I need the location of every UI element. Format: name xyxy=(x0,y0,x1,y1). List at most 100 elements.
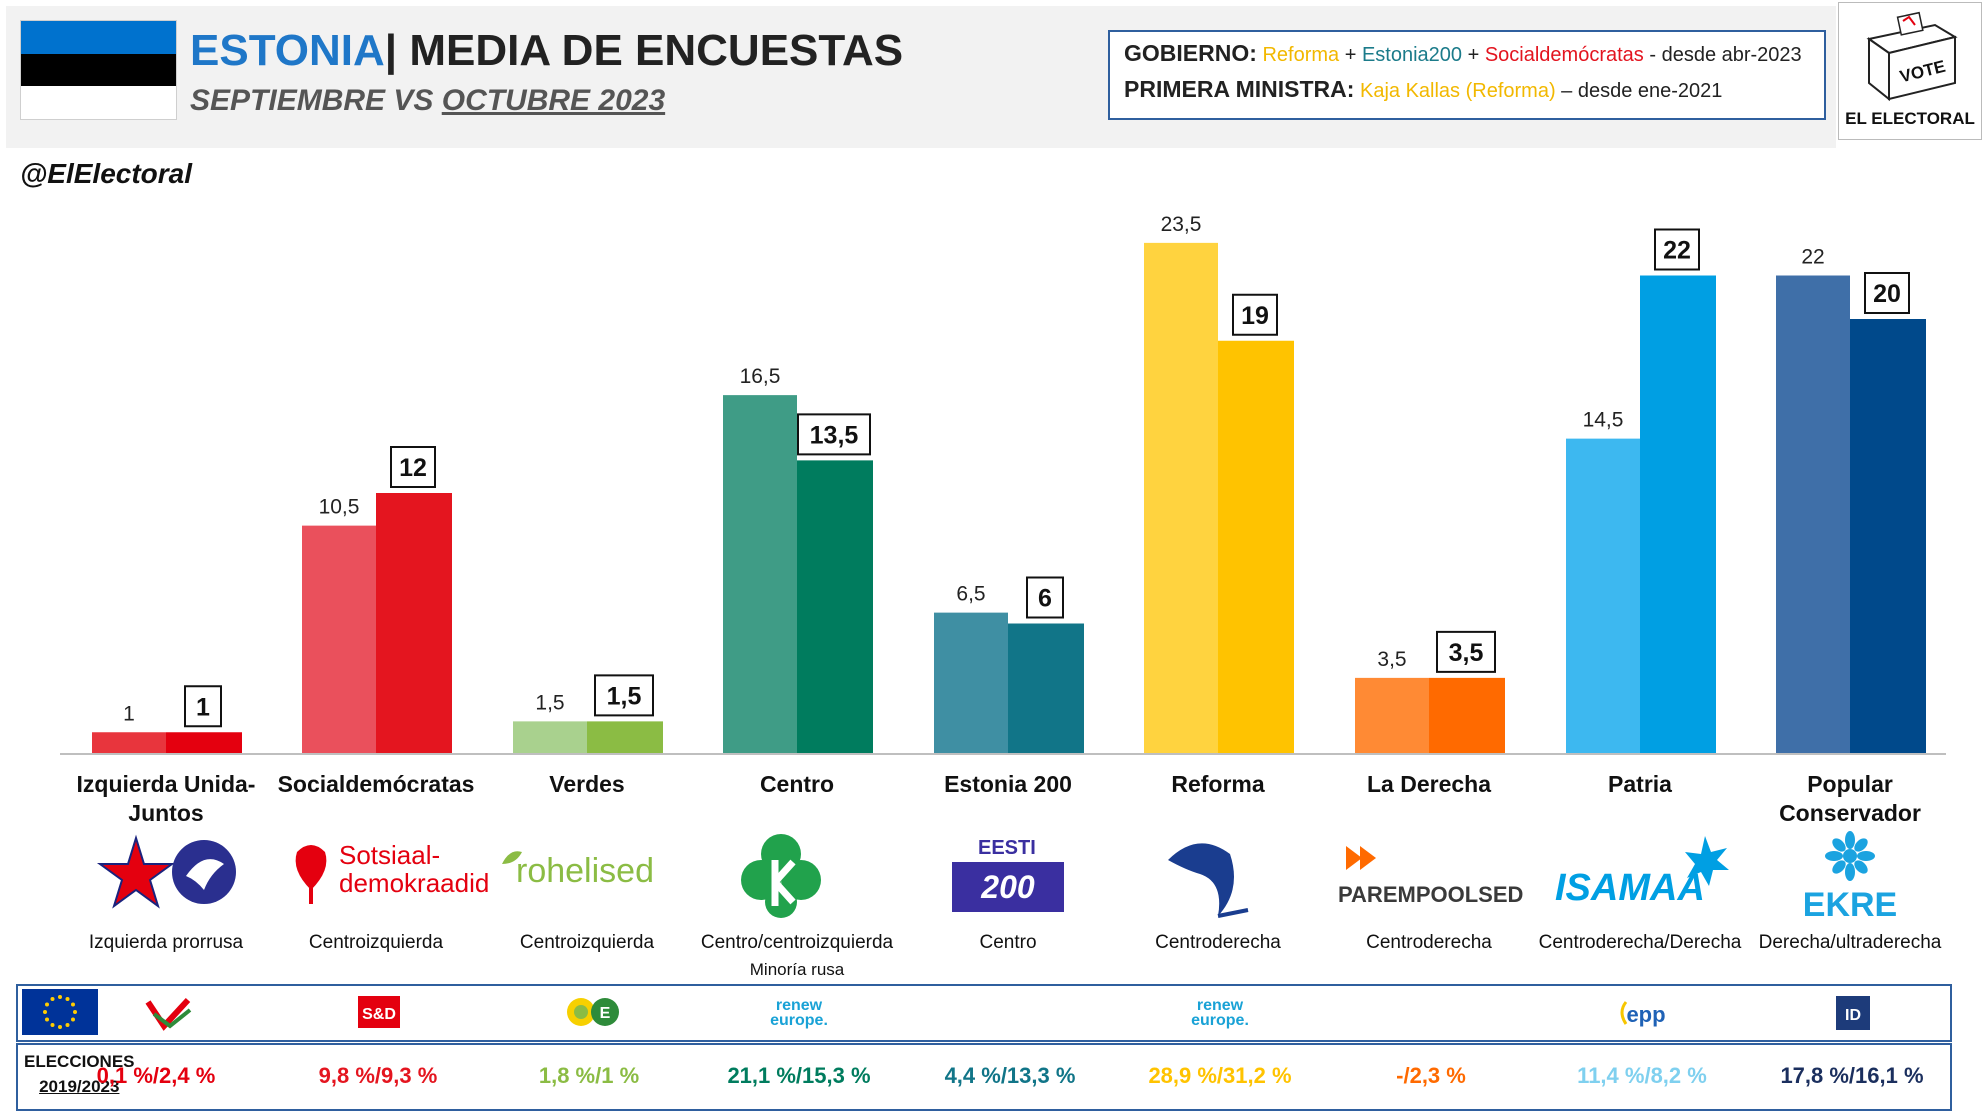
election-result: -/2,3 % xyxy=(1396,1063,1466,1088)
page-title: ESTONIA| MEDIA DE ENCUESTAS xyxy=(190,26,903,76)
euro-text: epp xyxy=(1626,1002,1665,1027)
bar-prev xyxy=(1776,275,1850,754)
data-label-prev: 23,5 xyxy=(1161,213,1202,236)
renew-europe-icon: renew europe. xyxy=(1160,992,1280,1032)
pm-label: PRIMERA MINISTRA: xyxy=(1124,76,1355,102)
bar-curr xyxy=(1008,623,1084,754)
eesti200-icon: EESTI 200 xyxy=(913,830,1103,920)
bar-curr xyxy=(376,493,452,754)
gov-since: - desde abr-2023 xyxy=(1643,44,1802,66)
data-label-prev: 10,5 xyxy=(319,496,360,519)
leaf-icon: rohelised xyxy=(492,830,682,920)
elections-label-2: 2019/2023 xyxy=(39,1077,120,1096)
greens-efa-icon: E xyxy=(529,992,649,1032)
star-dove-icon xyxy=(71,830,261,920)
data-label-box xyxy=(797,413,871,456)
gov-party-reforma: Reforma xyxy=(1262,44,1340,66)
election-result: 21,1 %/15,3 % xyxy=(727,1063,871,1088)
bar-prev xyxy=(934,612,1008,754)
logo-text: EESTI xyxy=(978,837,1036,859)
title-rest: | MEDIA DE ENCUESTAS xyxy=(384,26,904,75)
election-result: 1,8 %/1 % xyxy=(538,1063,640,1088)
logo-text: PAREMPOOLSED xyxy=(1338,882,1523,907)
data-label-box xyxy=(1232,293,1278,336)
eu-star xyxy=(45,1002,50,1007)
eu-star xyxy=(43,1010,47,1014)
data-label-box xyxy=(1864,272,1910,314)
subtitle-b: OCTUBRE 2023 xyxy=(441,84,666,117)
title-country: ESTONIA xyxy=(190,26,385,75)
election-result: 0,1 %/2,4 % xyxy=(96,1063,216,1088)
epp-icon: epp xyxy=(1582,992,1702,1032)
bars-group: 1 1 10,5 12 1,5 1,5 16,5 13,5 6,5 6 23,5 19 3,5 3,5 14… xyxy=(92,213,1926,754)
euro-text: renew xyxy=(775,997,823,1014)
svg-text:E: E xyxy=(600,1005,611,1022)
eu-star xyxy=(65,1022,70,1027)
rose-icon: Sotsiaal-demokraadid xyxy=(281,830,489,920)
isamaa-star-icon: ISAMAA xyxy=(1545,830,1735,920)
government-line: GOBIERNO: Reforma + Estonia200 + Sociald… xyxy=(1124,40,1802,67)
euro-text: renew xyxy=(1196,997,1244,1014)
data-label-curr: 1,5 xyxy=(607,682,642,710)
election-result: 11,4 %/8,2 % xyxy=(1577,1063,1707,1088)
gov-label: GOBIERNO: xyxy=(1124,40,1257,66)
party-name: Izquierda Unida-Juntos xyxy=(76,771,256,826)
ballot-box-icon: VOTE xyxy=(1866,11,1958,102)
clover-k-icon xyxy=(702,830,892,920)
election-result: 9,8 %/9,3 % xyxy=(318,1063,438,1088)
subtitle-vs: VS xyxy=(385,84,442,117)
election-result: 4,4 %/13,3 % xyxy=(944,1063,1076,1088)
party-name: Patria xyxy=(1608,771,1672,797)
euro-text: europe. xyxy=(770,1012,828,1029)
bar-prev xyxy=(1566,438,1640,754)
eu-star xyxy=(50,997,55,1002)
data-label-prev: 3,5 xyxy=(1377,648,1406,671)
party-description: Centroizquierda xyxy=(519,932,655,953)
bar-prev xyxy=(513,721,587,754)
data-label-curr: 22 xyxy=(1663,237,1691,265)
data-label-curr: 12 xyxy=(399,454,427,482)
s-and-d-icon: S&D xyxy=(318,992,438,1032)
double-arrow-icon: PAREMPOOLSED xyxy=(1334,830,1524,920)
data-label-curr: 6 xyxy=(1038,585,1052,613)
party-name: Popular Conservador xyxy=(1779,771,1921,826)
party-name: Estonia 200 xyxy=(944,771,1072,797)
bar-prev xyxy=(723,395,797,754)
renew-europe-icon: renew europe. xyxy=(739,992,859,1032)
bar-prev xyxy=(1355,677,1429,754)
pm-since: – desde ene-2021 xyxy=(1555,80,1723,102)
twitter-handle: @ElElectoral xyxy=(20,158,193,189)
party-note: Minoría rusa xyxy=(749,960,845,979)
eu-star xyxy=(70,1017,75,1022)
gov-plus: + xyxy=(1462,44,1485,66)
bar-curr xyxy=(1429,677,1505,754)
pm-line: PRIMERA MINISTRA: Kaja Kallas (Reforma) … xyxy=(1124,76,1722,103)
party-name: Reforma xyxy=(1171,771,1265,797)
elections-label: ELECCIONES 2019/2023 xyxy=(24,1049,135,1099)
data-label-box xyxy=(390,446,436,488)
data-label-prev: 1 xyxy=(123,702,135,725)
eu-star xyxy=(73,1010,77,1014)
eu-star xyxy=(50,1022,55,1027)
data-label-box xyxy=(184,685,222,728)
party-description: Centroderecha xyxy=(1366,932,1492,953)
bar-curr xyxy=(1850,319,1926,754)
data-label-box xyxy=(1436,630,1496,673)
data-label-box xyxy=(594,674,654,717)
data-label-box xyxy=(1654,228,1700,271)
bar-prev xyxy=(92,732,166,754)
eu-flag-icon xyxy=(22,989,98,1035)
party-name: Centro xyxy=(759,771,835,797)
logo-text: 200 xyxy=(980,869,1035,905)
party-description: Izquierda prorrusa xyxy=(88,932,244,953)
data-label-curr: 19 xyxy=(1241,302,1269,330)
logo-text: demokraadid xyxy=(339,868,489,898)
data-label-prev: 16,5 xyxy=(740,365,781,388)
data-label-curr: 3,5 xyxy=(1449,639,1484,667)
elections-label-1: ELECCIONES xyxy=(24,1052,135,1071)
eu-star xyxy=(45,1017,50,1022)
bar-prev xyxy=(1144,242,1218,754)
gov-plus: + xyxy=(1339,44,1362,66)
id-icon: ID xyxy=(1792,992,1912,1032)
logo-name: EL ELECTORAL xyxy=(1845,109,1975,128)
